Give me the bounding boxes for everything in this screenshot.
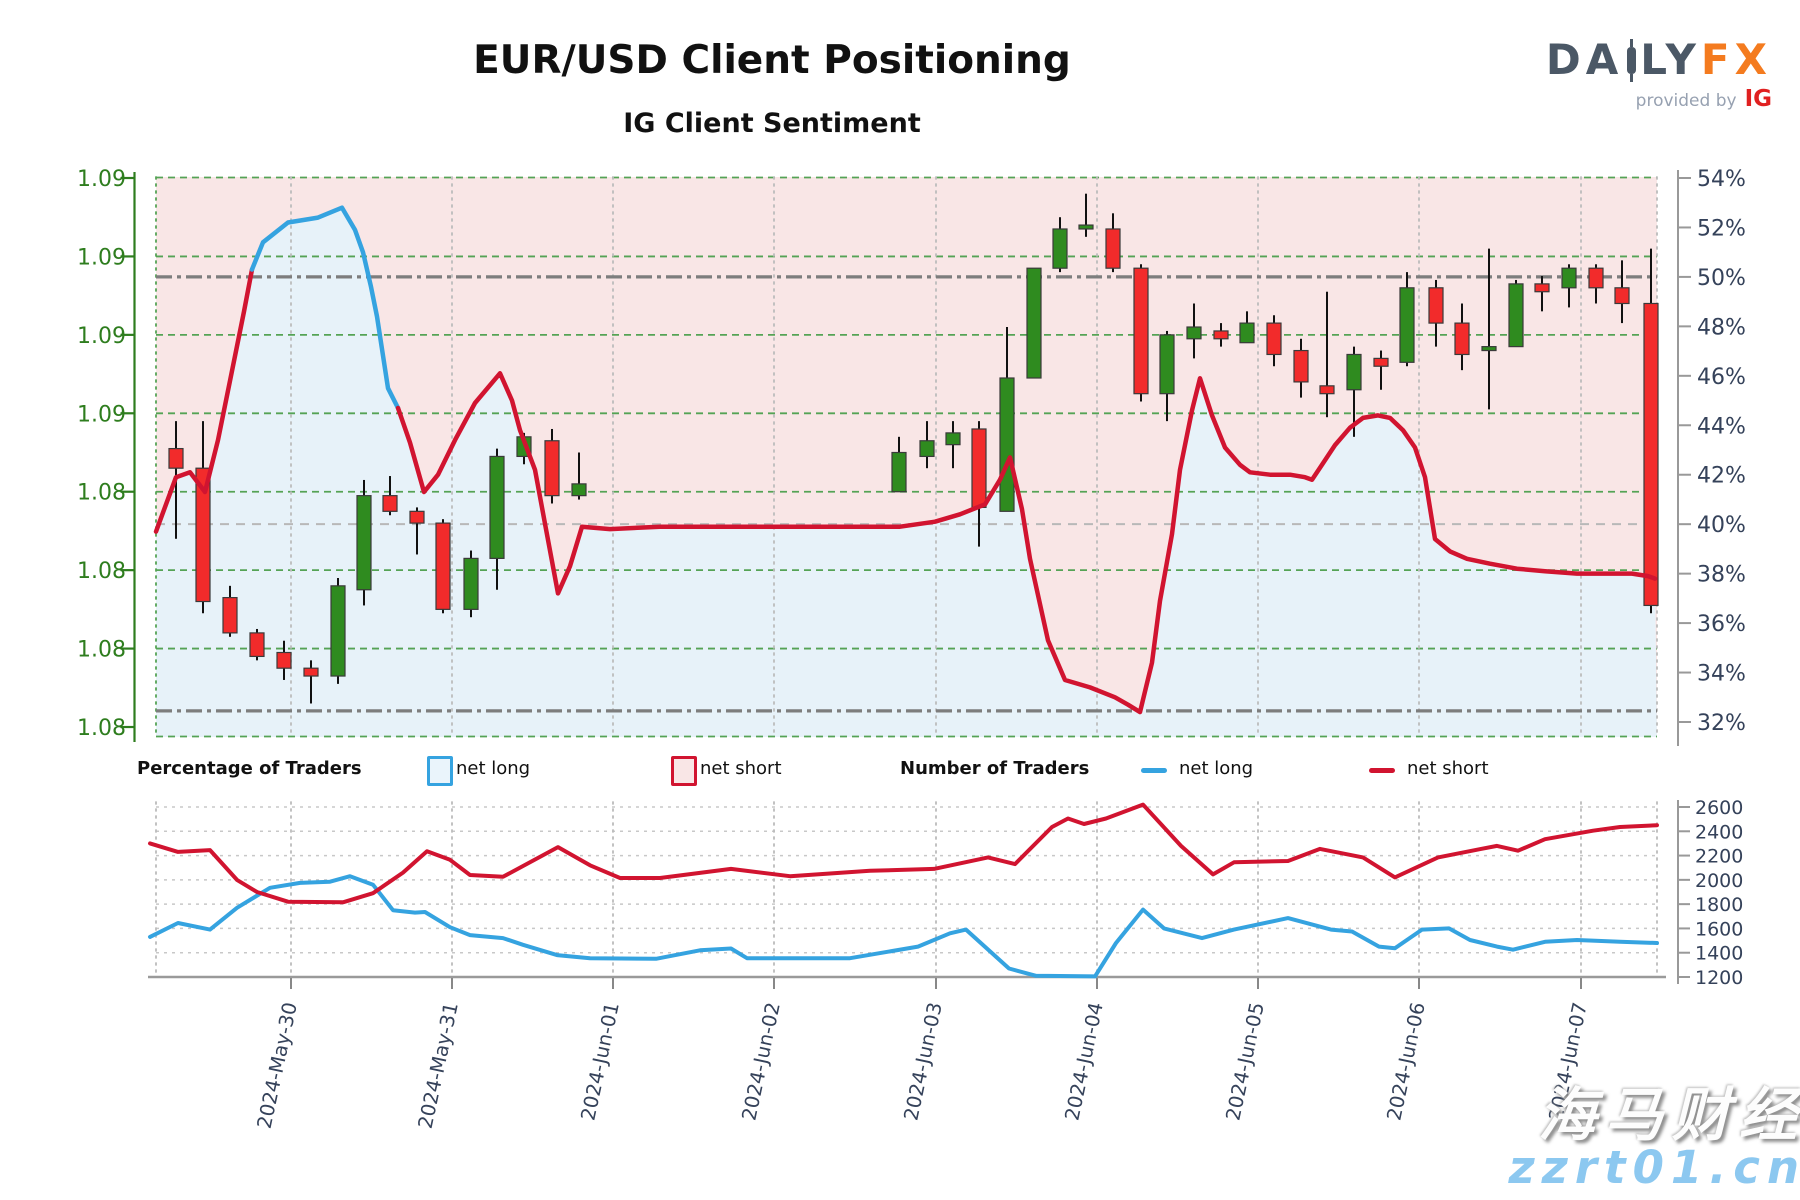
legend-count-net-long-label: net long [1179,758,1254,779]
watermark: 海马财经 zzrt01.cn [1508,1081,1800,1195]
date-label: 2024-Jun-04 [1060,1000,1107,1122]
date-label: 2024-Jun-06 [1382,1000,1429,1122]
chart-legend: Percentage of Traders net long net short… [0,750,1800,792]
watermark-cn: 海马财经 [1537,1081,1800,1149]
price-tick-label: 1.09 [77,324,126,349]
date-gridlines [155,176,1658,738]
pct-tick-label: 36% [1697,612,1746,637]
main-chart: 1.09 1.09 1.09 1.09 1.08 1.08 1.08 1.08 54% 52% 50… [77,167,1746,746]
price-tick-label: 1.09 [77,402,126,427]
count-tick-label: 2400 [1695,821,1743,843]
pct-tick-label: 52% [1697,216,1746,241]
logo-text-left: DA [1545,35,1624,84]
chart-subtitle: IG Client Sentiment [623,108,921,139]
logo-text-fx: FX [1700,35,1772,84]
price-tick-label: 1.08 [77,638,126,663]
net-short-swatch-icon [671,756,697,786]
legend-pct-title: Percentage of Traders [137,758,362,779]
pct-tick-label: 48% [1697,315,1746,340]
legend-net-long-label: net long [456,758,531,779]
count-tick-label: 1800 [1695,894,1743,916]
traders-short-line [148,802,1659,905]
dailyfx-wordmark: DA LYFX [1546,38,1772,82]
pct-tick-label: 38% [1697,563,1746,588]
pct-tick-label: 32% [1697,711,1746,736]
count-tick-label: 1600 [1695,918,1743,940]
pct-tick-label: 44% [1697,414,1746,439]
date-ticks [290,978,1582,989]
date-label: 2024-Jun-05 [1221,1000,1268,1122]
logo-text-right: LY [1640,35,1701,84]
price-gridlines [156,176,1657,738]
traders-long-line [148,874,1659,979]
count-tick-label: 2000 [1695,870,1743,892]
date-label: 2024-Jun-02 [737,1000,784,1122]
pct-tick-label: 42% [1697,464,1746,489]
date-label: 2024-Jun-03 [899,1000,946,1122]
provided-by-text: provided by [1635,91,1737,111]
price-tick-label: 1.09 [77,245,126,270]
count-gridlines [156,806,1657,954]
pct-tick-label: 40% [1697,513,1746,538]
pct-tick-label: 34% [1697,662,1746,687]
count-tick-label: 1400 [1695,943,1743,965]
candlestick-icon [1627,39,1637,82]
price-tick-label: 1.09 [77,167,126,192]
net-long-area [156,207,1657,737]
net-short-line-icon [1369,768,1395,773]
date-label: 2024-May-30 [253,1000,302,1130]
pct-axis [1677,170,1691,746]
dailyfx-logo: DA LYFX provided by IG [1546,38,1772,113]
sentiment-line [153,205,1658,715]
legend-count-title: Number of Traders [900,758,1090,779]
price-tick-label: 1.08 [77,559,126,584]
date-label: 2024-Jun-01 [576,1000,623,1122]
ig-logo: IG [1744,86,1772,112]
price-tick-label: 1.08 [77,716,126,741]
watermark-url: zzrt01.cn [1508,1141,1800,1195]
page-title: EUR/USD Client Positioning [473,38,1071,83]
price-tick-label: 1.08 [77,481,126,506]
net-long-swatch-icon [427,756,453,786]
legend-net-short-label: net short [700,758,782,779]
pct-tick-label: 46% [1697,365,1746,390]
legend-count-net-short-label: net short [1407,758,1489,779]
pct-tick-label: 54% [1697,167,1746,192]
logo-tagline: provided by IG [1546,86,1772,112]
candles [168,193,1659,704]
count-tick-label: 2600 [1695,797,1743,819]
count-tick-label: 2200 [1695,846,1743,868]
date-label: 2024-May-31 [414,1000,463,1130]
pct-tick-label: 50% [1697,266,1746,291]
price-axis [120,172,136,742]
count-tick-label: 1200 [1695,967,1743,989]
net-long-line-icon [1141,768,1167,773]
count-axis [1677,800,1690,984]
